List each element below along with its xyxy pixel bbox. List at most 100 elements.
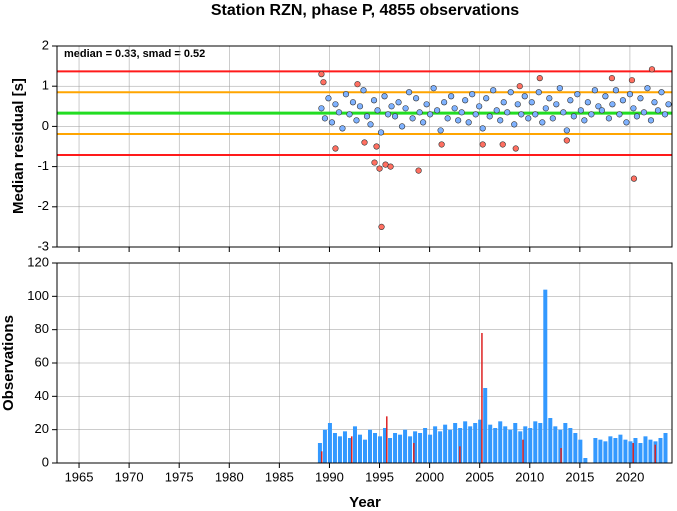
point: [616, 111, 623, 118]
bar: [403, 429, 408, 463]
y-tick-label: 2: [42, 37, 49, 52]
x-tick-label: 1965: [65, 469, 94, 484]
point: [493, 107, 500, 114]
point: [412, 95, 420, 102]
point: [574, 91, 581, 98]
point: [490, 87, 497, 94]
point: [536, 75, 543, 82]
bar: [327, 423, 332, 463]
bar: [608, 436, 613, 463]
bar: [373, 433, 378, 463]
bar: [337, 436, 342, 463]
bar: [618, 434, 623, 463]
bar: [352, 426, 357, 463]
point: [332, 101, 339, 108]
y-tick-label: 60: [35, 354, 49, 369]
bar: [522, 439, 524, 463]
point: [651, 99, 658, 106]
chart-title: Station RZN, phase P, 4855 observations: [211, 2, 519, 19]
point: [556, 85, 563, 92]
bar: [658, 438, 663, 463]
bar: [648, 439, 653, 463]
y-tick-label: 80: [35, 321, 49, 336]
point: [542, 105, 549, 112]
point: [318, 105, 325, 112]
point: [514, 101, 521, 108]
point: [388, 103, 395, 110]
x-tick-label: 2010: [515, 469, 544, 484]
point: [377, 129, 385, 136]
point: [374, 107, 381, 114]
point: [528, 99, 535, 106]
point: [469, 91, 476, 98]
bar: [322, 429, 327, 463]
bar: [320, 451, 323, 463]
bar: [468, 426, 473, 463]
point: [640, 109, 648, 116]
x-tick-label: 1975: [165, 469, 194, 484]
point: [630, 105, 637, 112]
bar: [493, 428, 498, 463]
point: [612, 87, 620, 94]
y-tick-label: 120: [27, 254, 49, 269]
point: [581, 117, 588, 124]
point: [378, 223, 385, 230]
x-tick-label: 2020: [615, 469, 644, 484]
point: [458, 109, 465, 116]
bar: [458, 428, 463, 463]
x-tick-label: 2015: [565, 469, 594, 484]
point: [346, 111, 353, 118]
point: [320, 79, 327, 86]
bar: [578, 439, 583, 463]
point: [472, 111, 479, 118]
point: [647, 117, 655, 124]
point: [553, 101, 560, 108]
point: [591, 87, 598, 94]
y-tick-label: -1: [37, 158, 49, 173]
bar: [383, 428, 388, 463]
point: [619, 97, 627, 104]
point: [499, 141, 506, 148]
point: [395, 99, 402, 106]
bar: [332, 433, 337, 463]
point: [560, 109, 567, 116]
bar: [538, 423, 543, 463]
bar: [632, 443, 634, 463]
point: [371, 159, 378, 166]
point: [448, 93, 455, 100]
point: [644, 85, 651, 92]
point: [437, 127, 444, 134]
point: [444, 115, 451, 122]
bar: [342, 431, 347, 463]
point: [438, 141, 445, 148]
point: [427, 111, 434, 118]
point: [434, 107, 441, 114]
point: [483, 95, 490, 102]
point: [609, 101, 616, 108]
bar: [560, 448, 562, 463]
bar: [643, 436, 648, 463]
bar: [386, 416, 388, 463]
bar: [523, 426, 528, 463]
bar: [553, 426, 558, 463]
point: [598, 107, 605, 114]
point: [325, 95, 332, 102]
point: [423, 101, 430, 108]
y-tick-label: 20: [35, 421, 49, 436]
point: [373, 143, 380, 150]
bar: [518, 431, 523, 463]
bar: [628, 441, 633, 463]
point: [497, 117, 504, 124]
bar: [548, 418, 553, 463]
point: [588, 111, 595, 118]
point: [516, 83, 523, 90]
bar: [543, 289, 548, 463]
point: [654, 107, 662, 114]
bar: [363, 439, 367, 463]
point: [518, 111, 525, 118]
point: [570, 113, 577, 120]
bar: [433, 426, 438, 463]
point: [637, 95, 644, 102]
point: [658, 89, 665, 96]
bar: [613, 438, 618, 463]
